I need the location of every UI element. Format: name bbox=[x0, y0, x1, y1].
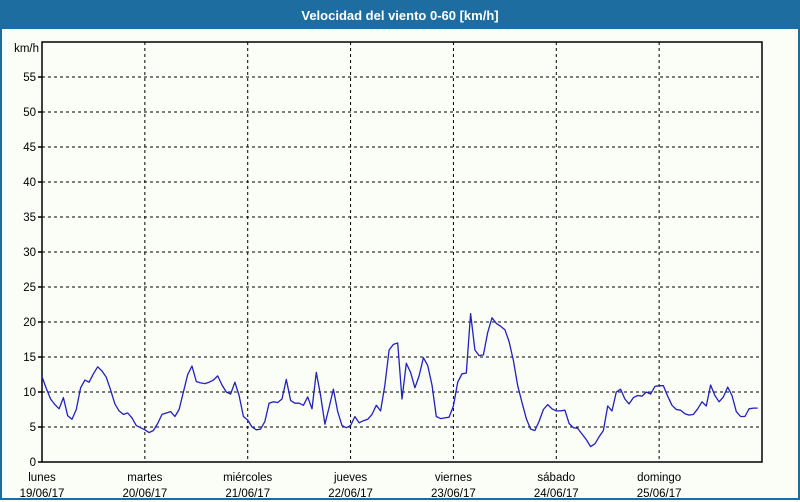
x-weekday-label: lunes bbox=[28, 472, 56, 484]
x-weekday-label: miércoles bbox=[223, 472, 272, 484]
x-date-label: 21/06/17 bbox=[225, 488, 270, 500]
x-weekday-label: martes bbox=[127, 472, 162, 484]
x-weekday-label: sábado bbox=[537, 472, 575, 484]
chart-title-bar: Velocidad del viento 0-60 [km/h] bbox=[2, 2, 798, 29]
y-tick-label: 30 bbox=[23, 247, 36, 259]
y-tick-label: 10 bbox=[23, 387, 36, 399]
chart-title: Velocidad del viento 0-60 [km/h] bbox=[301, 8, 499, 23]
y-tick-label: 0 bbox=[30, 457, 36, 469]
x-weekday-label: viernes bbox=[435, 472, 472, 484]
x-date-label: 25/06/17 bbox=[637, 488, 682, 500]
x-date-label: 22/06/17 bbox=[328, 488, 373, 500]
x-date-label: 23/06/17 bbox=[431, 488, 476, 500]
x-weekday-label: domingo bbox=[637, 472, 681, 484]
x-date-label: 24/06/17 bbox=[534, 488, 579, 500]
y-tick-label: 25 bbox=[23, 282, 36, 294]
y-tick-label: 40 bbox=[23, 177, 36, 189]
x-date-label: 19/06/17 bbox=[20, 488, 65, 500]
plot-border bbox=[41, 41, 763, 463]
y-tick-label: 5 bbox=[30, 422, 36, 434]
wind-speed-line bbox=[41, 312, 758, 448]
x-weekday-label: jueves bbox=[333, 472, 367, 484]
y-tick-label: 20 bbox=[23, 317, 36, 329]
y-tick-label: 45 bbox=[23, 142, 36, 154]
x-date-label: 20/06/17 bbox=[122, 488, 167, 500]
y-tick-label: 50 bbox=[23, 107, 36, 119]
y-tick-label: 15 bbox=[23, 352, 36, 364]
y-axis-unit-label: km/h bbox=[14, 43, 39, 55]
y-tick-label: 55 bbox=[23, 72, 36, 84]
y-tick-label: 35 bbox=[23, 212, 36, 224]
